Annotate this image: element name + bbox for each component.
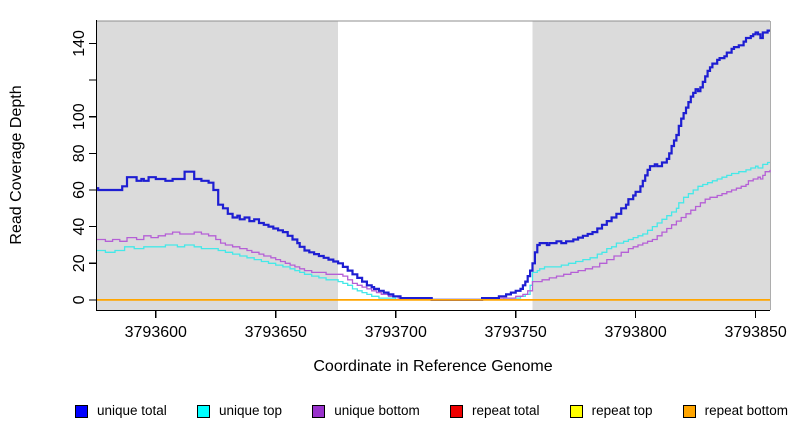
legend-label: repeat top [591,403,653,419]
series-unique-total [97,29,770,301]
series-lines [97,29,771,301]
legend-label: repeat bottom [704,403,788,419]
legend-label: repeat total [471,403,540,419]
legend-swatch-unique-top [196,404,210,418]
y-tick-label: 140 [71,30,88,57]
axes: 0 20 40 60 80 100 140 3793600 3793650 3793700 3793… [71,20,787,341]
legend-swatch-unique-bottom [312,404,326,418]
legend-label: unique total [97,403,167,419]
x-tick-label: 3793650 [245,324,307,341]
y-tick-label: 60 [71,181,88,199]
x-axis-title: Coordinate in Reference Genome [313,358,552,375]
y-axis-title: Read Coverage Depth [8,85,25,244]
unshaded-region-center [338,20,533,310]
legend-item-unique-top: unique top [196,403,283,419]
legend-item-repeat-top: repeat top [569,403,653,419]
x-tick-label: 3793750 [485,324,547,341]
series-unique-top [97,161,770,301]
y-tick-label: 100 [71,103,88,130]
legend-swatch-repeat-bottom [682,404,696,418]
legend-swatch-repeat-total [449,404,463,418]
legend-item-unique-total: unique total [75,404,167,418]
legend-label: unique bottom [334,403,420,419]
x-tick-label: 3793600 [125,324,187,341]
y-tick-label: 20 [71,254,88,272]
y-tick-label: 40 [71,218,88,236]
x-tick-label: 3793850 [724,324,786,341]
legend-item-repeat-bottom: repeat bottom [682,403,788,419]
legend-item-unique-bottom: unique bottom [312,404,420,418]
legend: unique total unique top unique bottom repea… [75,401,792,421]
y-tick-label: 0 [71,295,88,304]
x-tick-label: 3793700 [365,324,427,341]
shaded-region-left [97,20,339,310]
legend-swatch-repeat-top [569,404,583,418]
plot-background [97,20,771,310]
legend-item-repeat-total: repeat total [449,403,540,419]
legend-swatch-unique-total [75,404,88,418]
y-tick-label: 80 [71,144,88,162]
legend-label: unique top [218,403,283,419]
x-tick-label: 3793800 [604,324,666,341]
